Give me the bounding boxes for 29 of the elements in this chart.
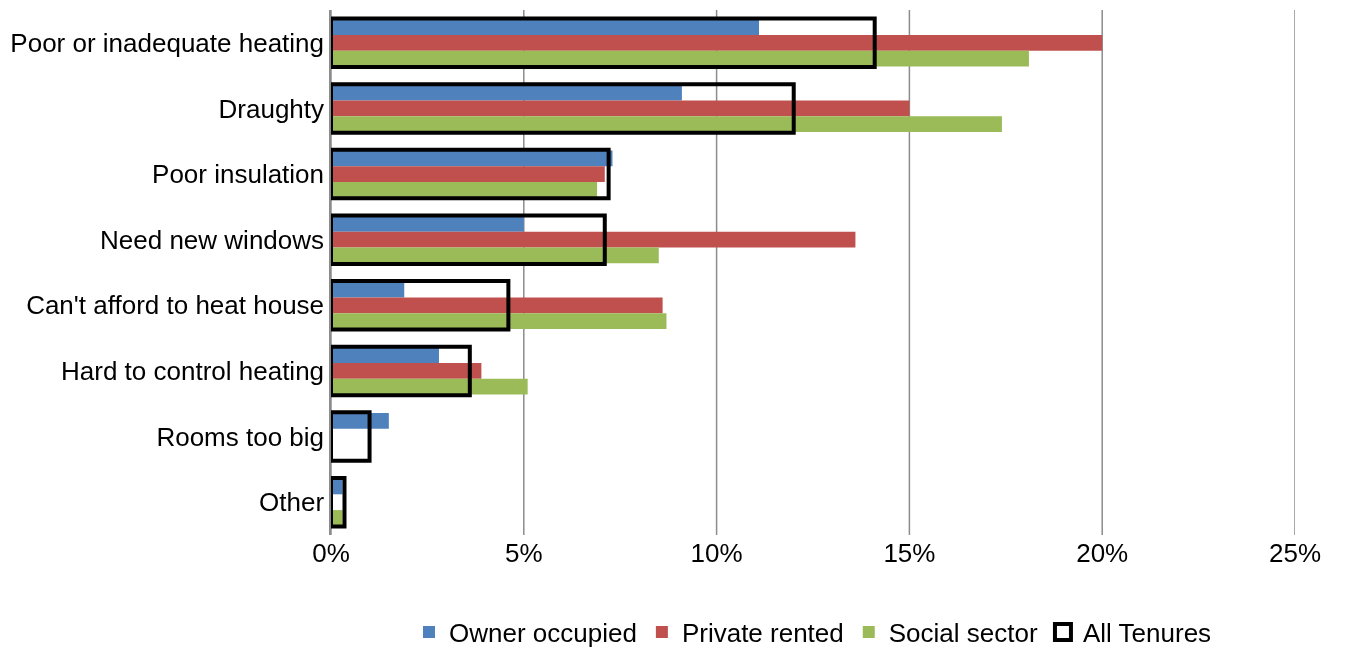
x-tick-label: 10%	[690, 538, 743, 568]
y-tick-label: Can't afford to heat house	[26, 290, 325, 321]
bar	[331, 84, 682, 101]
x-tick-label: 5%	[505, 538, 543, 568]
y-tick-label: Poor insulation	[152, 159, 325, 190]
legend-label: All Tenures	[1082, 618, 1212, 649]
bar	[331, 116, 1002, 133]
bar	[331, 216, 524, 232]
y-tick-label: Poor or inadequate heating	[10, 27, 325, 58]
x-tick-label: 20%	[1076, 538, 1129, 568]
y-tick-label: Draughty	[218, 93, 325, 124]
x-tick-label: 0%	[312, 538, 350, 568]
y-tick-label: Need new windows	[100, 224, 325, 255]
bar	[331, 166, 605, 182]
bar	[331, 231, 856, 248]
y-tick-label: Rooms too big	[156, 421, 325, 452]
bar	[331, 297, 663, 314]
y-tick-label: Other	[259, 487, 325, 518]
bar	[331, 100, 910, 117]
y-tick-label: Hard to control heating	[61, 356, 325, 387]
x-tick-label: 15%	[883, 538, 936, 568]
bar	[331, 313, 667, 329]
legend-label: Private rented	[681, 618, 844, 649]
x-tick-label: 25%	[1268, 538, 1322, 568]
legend-label: Social sector	[888, 618, 1038, 649]
legend-label: Owner occupied	[449, 618, 637, 649]
bar	[331, 363, 482, 379]
bar	[331, 50, 1029, 67]
bar	[331, 34, 1103, 51]
